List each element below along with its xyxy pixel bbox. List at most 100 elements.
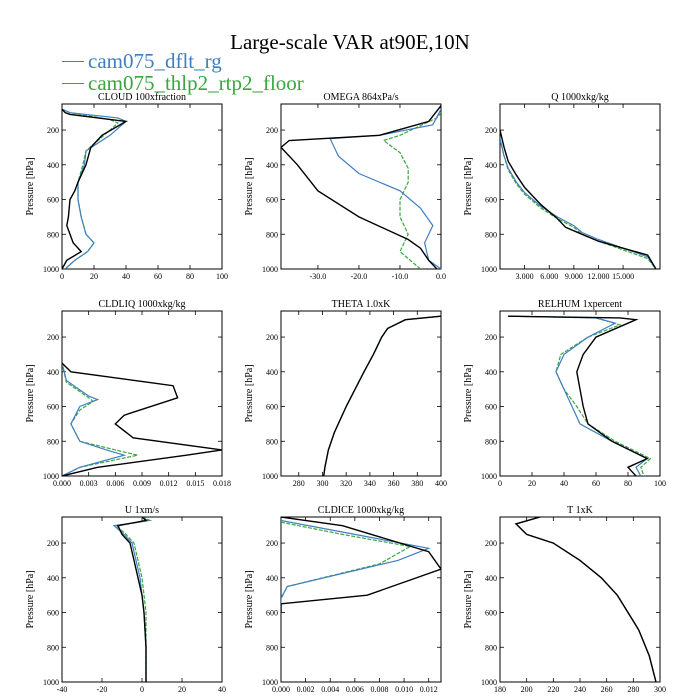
x-tick-label: 0.000	[272, 685, 290, 694]
panel-2: Q 1000xkg/kg Pressure [hPa] 200 400 600 800 10…	[463, 92, 661, 281]
panel-frame	[499, 103, 661, 270]
x-tick-label: 300	[316, 479, 328, 488]
y-tick-label: 400	[266, 574, 278, 583]
y-tick-label: 800	[266, 437, 278, 446]
y-tick-label: 200	[47, 539, 59, 548]
y-tick-label: 800	[485, 643, 497, 652]
legend: cam075_dflt_rg cam075_thlp2_rtp2_floor	[62, 50, 304, 94]
panel-1: OMEGA 864xPa/s Pressure [hPa] 200 400 600 800…	[244, 92, 446, 281]
x-tick-label: -20.0	[351, 272, 368, 281]
x-tick-label: 20	[178, 685, 186, 694]
x-tick-label: 320	[340, 479, 352, 488]
series-line-black	[514, 517, 657, 682]
legend-label-dflt: cam075_dflt_rg	[88, 49, 222, 73]
y-tick-label: 1000	[262, 265, 278, 274]
x-tick-label: 15.000	[612, 272, 634, 281]
series-line-green	[281, 521, 412, 613]
x-tick-label: 60	[592, 479, 600, 488]
x-tick-label: 80	[186, 272, 194, 281]
x-tick-label: 80	[624, 479, 632, 488]
y-tick-label: 600	[266, 403, 278, 412]
x-tick-label: 200	[521, 685, 533, 694]
x-tick-label: 400	[435, 479, 447, 488]
y-axis-label: Pressure [hPa]	[25, 570, 36, 628]
y-tick-label: 800	[47, 437, 59, 446]
x-tick-label: 40	[218, 685, 226, 694]
series-line-black	[62, 108, 129, 269]
x-tick-label: 40	[122, 272, 130, 281]
series-line-green	[507, 315, 652, 476]
y-tick-label: 400	[47, 161, 59, 170]
x-tick-label: 40	[560, 479, 568, 488]
panel-title: U 1xm/s	[125, 505, 159, 516]
y-tick-label: 1000	[481, 265, 497, 274]
x-tick-label: 360	[388, 479, 400, 488]
panel-frame	[280, 516, 442, 683]
y-tick-label: 400	[47, 574, 59, 583]
y-tick-label: 1000	[481, 678, 497, 687]
y-tick-label: 1000	[43, 678, 59, 687]
series-line-blue	[62, 108, 128, 269]
panel-7: CLDICE 1000xkg/kg Pressure [hPa] 200 400 600…	[244, 505, 442, 694]
panel-title: Q 1000xkg/kg	[551, 92, 609, 103]
y-axis-label: Pressure [hPa]	[244, 157, 255, 215]
x-tick-label: 260	[601, 685, 613, 694]
x-tick-label: 0.015	[186, 479, 204, 488]
chart-title: Large-scale VAR at90E,10N	[230, 30, 470, 54]
y-tick-label: 800	[47, 230, 59, 239]
series-line-green	[323, 315, 441, 476]
y-tick-label: 600	[266, 196, 278, 205]
y-tick-label: 400	[47, 368, 59, 377]
y-tick-label: 800	[485, 437, 497, 446]
y-tick-label: 800	[485, 230, 497, 239]
series-line-black	[281, 105, 441, 269]
legend-swatch-blue	[62, 61, 84, 62]
series-line-black	[281, 517, 441, 613]
panel-4: THETA 1.0xK Pressure [hPa] 200 400 600 800 100…	[244, 299, 447, 488]
panel-frame	[280, 310, 442, 477]
panel-title: THETA 1.0xK	[332, 299, 391, 310]
panel-title: CLDICE 1000xkg/kg	[318, 505, 404, 516]
y-tick-label: 200	[47, 333, 59, 342]
y-tick-label: 400	[266, 161, 278, 170]
y-axis-label: Pressure [hPa]	[25, 157, 36, 215]
panel-title: RELHUM 1xpercent	[538, 299, 622, 310]
y-tick-label: 1000	[262, 678, 278, 687]
x-tick-label: 6.000	[540, 272, 558, 281]
y-tick-label: 200	[266, 539, 278, 548]
series-line-black	[116, 517, 148, 682]
x-tick-label: 0	[498, 479, 502, 488]
x-tick-label: 0.010	[395, 685, 413, 694]
x-tick-label: 340	[364, 479, 376, 488]
x-tick-label: 0	[60, 272, 64, 281]
panel-frame	[499, 310, 661, 477]
y-tick-label: 1000	[43, 472, 59, 481]
x-tick-label: 3.000	[516, 272, 534, 281]
y-tick-label: 800	[47, 643, 59, 652]
x-tick-label: 280	[293, 479, 305, 488]
y-tick-label: 1000	[481, 472, 497, 481]
series-line-green	[382, 112, 441, 269]
x-tick-label: 0.006	[106, 479, 124, 488]
x-tick-label: 0.003	[80, 479, 98, 488]
y-axis-label: Pressure [hPa]	[244, 364, 255, 422]
panel-title: T 1xK	[567, 505, 593, 516]
x-tick-label: 240	[574, 685, 586, 694]
y-axis-label: Pressure [hPa]	[25, 364, 36, 422]
series-line-green	[114, 517, 153, 682]
legend-item-dflt: cam075_dflt_rg	[62, 50, 304, 72]
y-tick-label: 200	[47, 126, 59, 135]
x-tick-label: -30.0	[310, 272, 327, 281]
x-tick-label: 380	[411, 479, 423, 488]
y-tick-label: 200	[266, 126, 278, 135]
y-axis-label: Pressure [hPa]	[244, 570, 255, 628]
legend-label-thlp2: cam075_thlp2_rtp2_floor	[88, 71, 304, 95]
series-line-black	[323, 315, 441, 476]
series-line-blue	[281, 519, 431, 613]
series-line-black	[507, 315, 649, 476]
x-tick-label: 0.0	[436, 272, 446, 281]
series-line-blue	[62, 362, 127, 476]
